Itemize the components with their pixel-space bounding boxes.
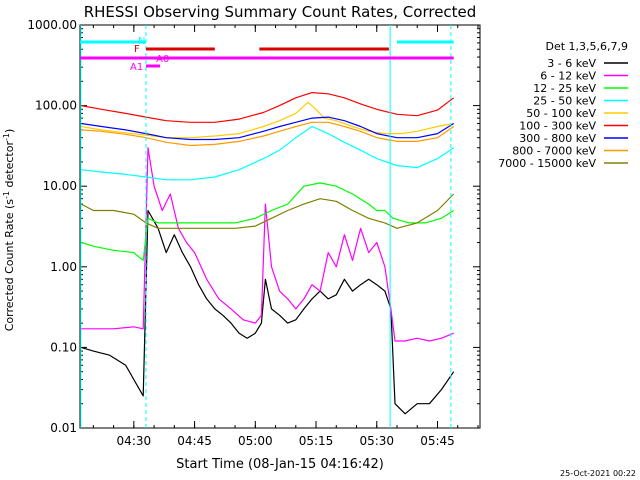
state-bar-label-3: A1 [130, 62, 143, 73]
legend-label-6: 300 - 800 keV [519, 132, 596, 145]
x-axis-label: Start Time (08-Jan-15 04:16:42) [176, 457, 384, 472]
y-axis-label-sup2: -1 [2, 133, 11, 141]
y-tick-label: 0.01 [50, 421, 77, 435]
y-axis-label-mid: detector [3, 141, 16, 191]
y-axis-label-end: ) [3, 129, 16, 133]
plot-frame [79, 24, 481, 429]
chart-title: RHESSI Observing Summary Count Rates, Co… [84, 3, 477, 21]
state-bar-label-2: A0 [156, 54, 169, 65]
series-line-0 [81, 209, 455, 415]
y-tick-label: 100.00 [35, 99, 77, 113]
x-tick-label: 05:00 [238, 434, 273, 448]
legend-label-1: 6 - 12 keV [540, 70, 596, 83]
y-tick-label: 1.00 [50, 260, 77, 274]
legend-label-2: 12 - 25 keV [533, 82, 596, 95]
series-line-7 [81, 121, 455, 147]
y-axis-label-sup1: -1 [2, 191, 11, 199]
state-bar-label-1: F [134, 44, 140, 55]
legend-label-8: 7000 - 15000 keV [498, 157, 596, 170]
x-tick-label: 05:30 [359, 434, 394, 448]
series-line-8 [80, 193, 455, 229]
series-line-5 [81, 92, 455, 123]
x-tick-label: 04:45 [177, 434, 212, 448]
legend-label-0: 3 - 6 keV [547, 57, 596, 70]
timestamp: 25-Oct-2021 00:22 [560, 469, 636, 478]
legend-title: Det 1,3,5,6,7,9 [545, 40, 628, 53]
x-tick-label: 05:15 [299, 434, 334, 448]
series-line-4 [81, 101, 454, 139]
series-line-3 [81, 125, 455, 181]
series-line-1 [81, 147, 454, 342]
x-tick-label: 05:45 [420, 434, 455, 448]
y-axis-label-main: Corrected Count Rate (s [3, 199, 16, 332]
y-axis-label: Corrected Count Rate (s-1 detector-1) [2, 129, 16, 332]
state-bar-label-0: N [138, 36, 145, 47]
series-line-6 [81, 116, 455, 141]
x-tick-label: 04:30 [117, 434, 152, 448]
plot-area: 0.01 0.10 1.00 10.00 100.00 1000.00 04:30 04:45… [27, 18, 481, 448]
y-tick-label: 0.10 [50, 340, 77, 354]
legend-label-3: 25 - 50 keV [533, 95, 596, 108]
y-tick-label: 1000.00 [27, 18, 77, 32]
y-tick-label: 10.00 [43, 179, 77, 193]
legend-label-4: 50 - 100 keV [526, 107, 596, 120]
series-line-2 [81, 182, 455, 261]
legend-label-7: 800 - 7000 keV [512, 145, 596, 158]
legend-label-5: 100 - 300 keV [519, 120, 596, 133]
